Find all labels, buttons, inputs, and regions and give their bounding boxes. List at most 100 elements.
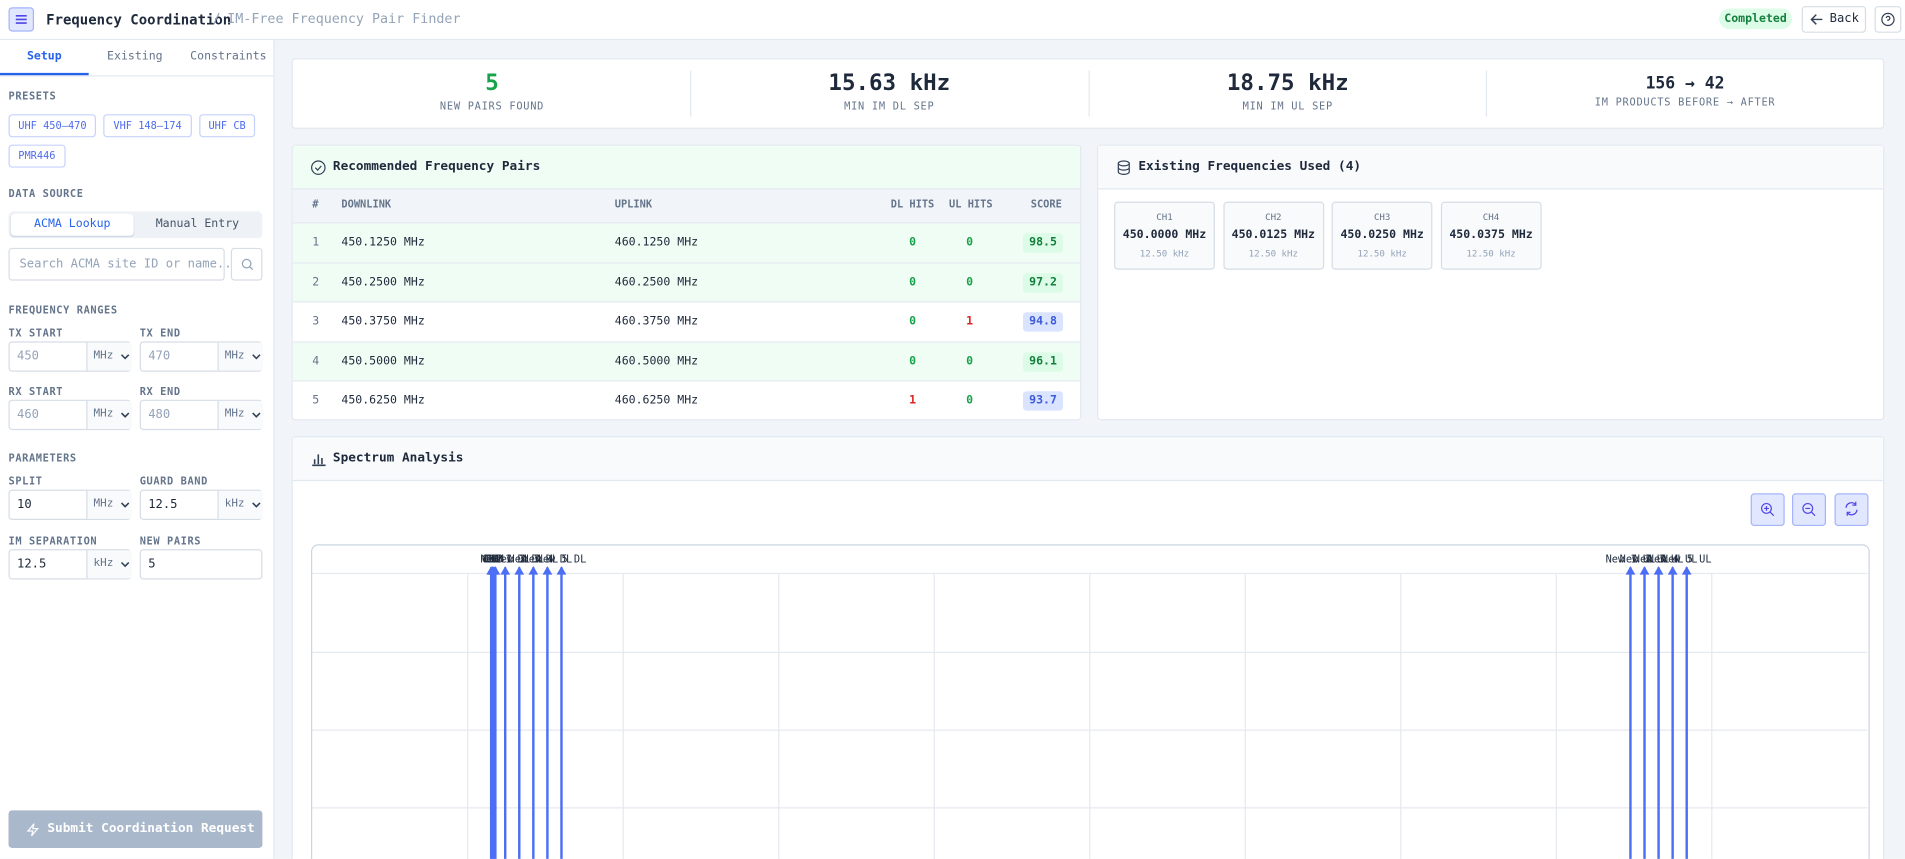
zoom-in-button[interactable]	[1750, 493, 1785, 527]
channel-bandwidth: 12.50 kHz	[1466, 247, 1516, 259]
unit-select[interactable]: kHz	[86, 550, 132, 579]
search-button[interactable]	[230, 247, 263, 281]
row-number: 1	[312, 235, 320, 250]
field-label: RX END	[139, 386, 181, 399]
stat-divider	[690, 70, 692, 117]
column-header: DL HITS	[890, 199, 935, 212]
spectrum-header	[292, 437, 1884, 482]
field-value: 470	[148, 349, 171, 364]
frequency: 450.1250 MHz	[341, 235, 425, 250]
spectrum-plot-frame	[311, 544, 1870, 859]
marker-label: New 2 DL	[494, 553, 544, 565]
channel-card: CH4 450.0375 MHz 12.50 kHz	[1440, 201, 1542, 270]
tab-bar-divider	[0, 75, 274, 77]
channel-bandwidth: 12.50 kHz	[1248, 247, 1299, 259]
field-input[interactable]: 480 MHz	[139, 399, 263, 431]
arrow-shape	[252, 412, 261, 418]
preset-button[interactable]: VHF 148–174	[103, 114, 192, 138]
top-bar	[0, 0, 1905, 41]
table-row[interactable]	[292, 263, 1081, 303]
back-icon	[1810, 14, 1823, 25]
field-input[interactable]: 10 MHz	[8, 489, 132, 520]
stat-value: 15.63 kHz	[828, 70, 951, 96]
field-value: 450	[17, 349, 39, 364]
field-input[interactable]: 450 MHz	[8, 341, 132, 372]
table-row[interactable]	[292, 302, 1081, 343]
menu-button[interactable]	[8, 7, 35, 32]
field-input[interactable]: 12.5 kHz	[8, 549, 132, 580]
unit-select[interactable]: MHz	[217, 342, 263, 371]
score-badge: 94.8	[1023, 312, 1064, 332]
unit-value: MHz	[224, 408, 245, 421]
score-badge: 93.7	[1023, 391, 1064, 412]
field-label: TX END	[139, 328, 181, 341]
dropdown-arrow	[252, 354, 261, 360]
field-input[interactable]: 470 MHz	[139, 341, 263, 372]
arrow-shape	[120, 502, 130, 508]
marker-label: New 2 UL	[1620, 553, 1670, 565]
row-number: 4	[312, 354, 320, 368]
help-button[interactable]	[1874, 6, 1902, 33]
marker-label: New 1 UL	[1606, 553, 1656, 565]
tab[interactable]: Constraints	[190, 49, 267, 64]
table-row[interactable]	[292, 223, 1081, 264]
field-input[interactable]: 5	[139, 549, 263, 580]
stat-label: IM PRODUCTS BEFORE → AFTER	[1594, 97, 1776, 110]
field-value: 10	[17, 498, 32, 512]
hit-count: 1	[966, 314, 974, 329]
field-input[interactable]: 460 MHz	[8, 399, 132, 431]
hit-count: 0	[909, 275, 917, 289]
field-input[interactable]: 12.5 kHz	[139, 489, 263, 520]
arrow-shape	[252, 354, 261, 360]
stat-value: 156 → 42	[1645, 74, 1725, 94]
reset-zoom-button[interactable]	[1834, 493, 1869, 527]
breadcrumb-separator: /	[212, 10, 221, 27]
source-option[interactable]: ACMA Lookup	[10, 213, 134, 236]
menu-icon	[15, 15, 27, 24]
stat-value: 5	[485, 70, 499, 96]
zoom-out-button[interactable]	[1791, 493, 1826, 527]
channel-card: CH1 450.0000 MHz 12.50 kHz	[1114, 201, 1215, 270]
field-value: 12.5	[148, 498, 178, 512]
hit-count: 0	[966, 354, 974, 368]
channel-frequency: 450.0375 MHz	[1449, 228, 1533, 242]
channel-name: CH1	[1156, 211, 1173, 223]
tab[interactable]: Existing	[107, 49, 163, 64]
unit-select[interactable]: MHz	[217, 400, 263, 429]
score-badge: 98.5	[1023, 233, 1064, 253]
marker-label: New 3 UL	[1634, 553, 1684, 565]
dropdown-arrow	[120, 561, 130, 568]
column-header: SCORE	[1030, 199, 1062, 212]
tab[interactable]: Setup	[0, 40, 89, 76]
preset-button[interactable]: UHF CB	[198, 114, 256, 138]
hit-count: 0	[966, 235, 974, 250]
unit-select[interactable]: MHz	[86, 490, 132, 519]
field-value: 5	[148, 557, 156, 572]
search-lens	[241, 258, 252, 269]
preset-button[interactable]: UHF 450–470	[8, 114, 97, 138]
marker-label: CH2	[483, 553, 502, 565]
source-option[interactable]: Manual Entry	[155, 217, 240, 231]
column-header: DOWNLINK	[341, 199, 392, 212]
search-input[interactable]: Search ACMA site ID or name...	[8, 247, 239, 281]
field-label: IM SEPARATION	[8, 535, 98, 548]
unit-select[interactable]: kHz	[217, 490, 263, 519]
channel-card: CH3 450.0250 MHz 12.50 kHz	[1331, 201, 1433, 270]
chart-icon	[312, 454, 326, 467]
unit-select[interactable]: MHz	[86, 400, 132, 429]
table-row[interactable]	[292, 342, 1081, 382]
marker-label: New 4 UL	[1648, 553, 1698, 565]
marker-label: CH3	[485, 553, 504, 565]
table-row[interactable]	[292, 381, 1081, 420]
field-label: GUARD BAND	[139, 476, 208, 489]
existing-header	[1098, 145, 1884, 190]
preset-button[interactable]: PMR446	[8, 144, 66, 168]
marker-label: New 3 DL	[509, 553, 559, 565]
marker-label: CH4	[486, 553, 505, 565]
status-badge: Completed	[1719, 8, 1792, 30]
dropdown-arrow	[120, 502, 130, 508]
unit-select[interactable]: MHz	[86, 342, 132, 371]
submit-button[interactable]: Submit Coordination Request	[8, 810, 263, 849]
dropdown-arrow	[120, 412, 130, 418]
field-value: 460	[17, 408, 39, 422]
